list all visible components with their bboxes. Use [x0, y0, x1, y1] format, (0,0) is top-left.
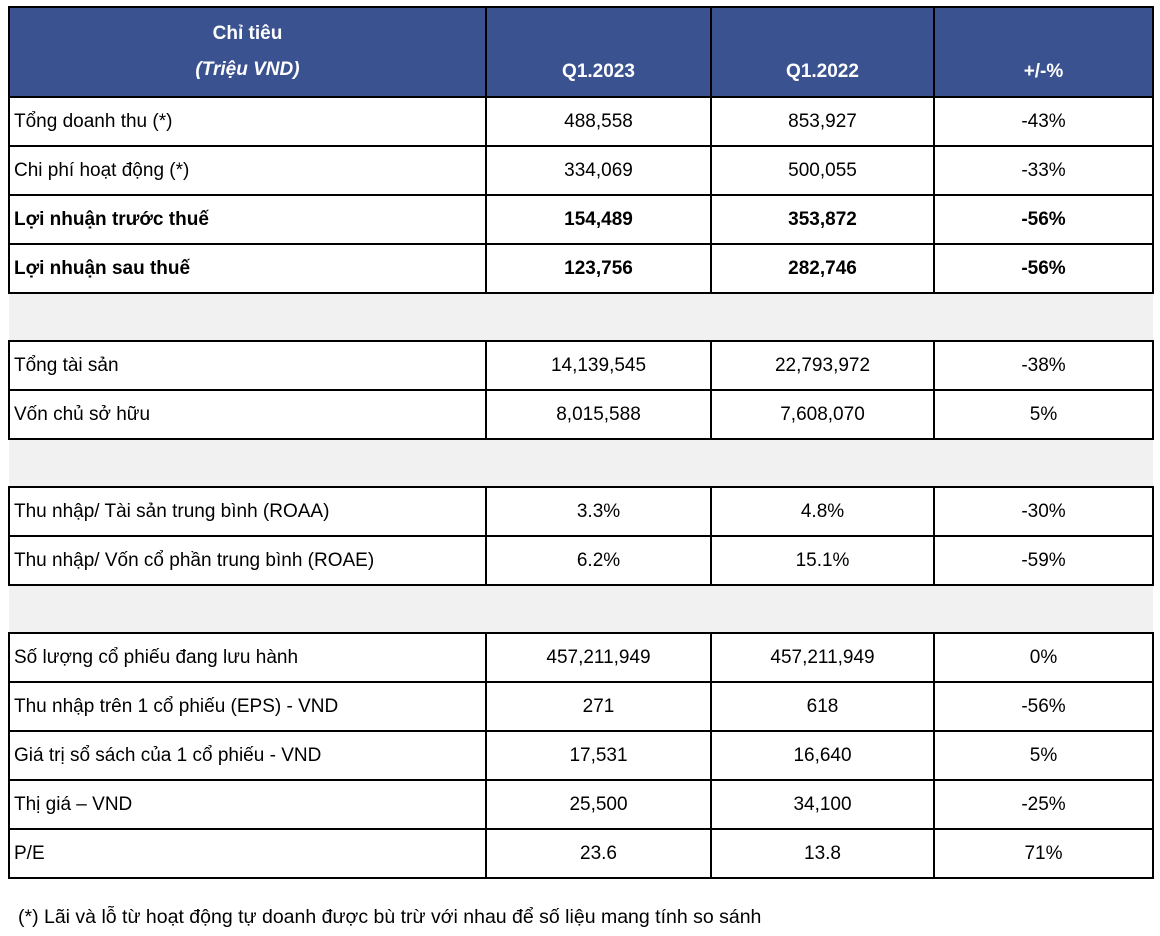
q1-2022-value: 457,211,949 [710, 632, 935, 683]
q1-2022-value: 853,927 [710, 96, 935, 147]
table-header: Chỉ tiêu (Triệu VND) Q1.2023 Q1.2022 +/-… [8, 6, 1154, 98]
q1-2022-value: 16,640 [710, 730, 935, 781]
row-label: Thu nhập/ Vốn cổ phần trung bình (ROAE) [8, 535, 487, 586]
header-unit: (Triệu VND) [195, 59, 300, 80]
q1-2022-value: 4.8% [710, 486, 935, 537]
row-label: P/E [8, 828, 487, 879]
change-value: 5% [933, 730, 1154, 781]
row-label: Giá trị sổ sách của 1 cổ phiếu - VND [8, 730, 487, 781]
separator-cell [9, 584, 1153, 634]
change-value: -59% [933, 535, 1154, 586]
q1-2022-value: 618 [710, 681, 935, 732]
table-row-pe: P/E 23.6 13.8 71% [8, 828, 1154, 879]
q1-2022-value: 282,746 [710, 243, 935, 294]
q1-2023-value: 271 [485, 681, 712, 732]
column-header-metric: Chỉ tiêu (Triệu VND) [8, 6, 487, 98]
separator-cell [9, 438, 1153, 488]
financial-summary-table: Chỉ tiêu (Triệu VND) Q1.2023 Q1.2022 +/-… [8, 6, 1154, 879]
table-row-shares-outstanding: Số lượng cổ phiếu đang lưu hành 457,211,… [8, 632, 1154, 683]
table-row-total-assets: Tổng tài sản 14,139,545 22,793,972 -38% [8, 340, 1154, 391]
change-value: 0% [933, 632, 1154, 683]
row-label: Chi phí hoạt động (*) [8, 145, 487, 196]
q1-2023-value: 17,531 [485, 730, 712, 781]
q1-2023-value: 6.2% [485, 535, 712, 586]
change-value: -38% [933, 340, 1154, 391]
row-label: Số lượng cổ phiếu đang lưu hành [8, 632, 487, 683]
q1-2023-value: 154,489 [485, 194, 712, 245]
q1-2022-value: 22,793,972 [710, 340, 935, 391]
change-value: -30% [933, 486, 1154, 537]
q1-2022-value: 7,608,070 [710, 389, 935, 440]
header-row: Chỉ tiêu (Triệu VND) Q1.2023 Q1.2022 +/-… [8, 6, 1154, 98]
separator-cell [9, 292, 1153, 342]
table-row-market-price: Thị giá – VND 25,500 34,100 -25% [8, 779, 1154, 830]
separator-row [9, 292, 1153, 342]
q1-2023-value: 3.3% [485, 486, 712, 537]
table-body: Tổng doanh thu (*) 488,558 853,927 -43% … [8, 96, 1154, 879]
row-label: Lợi nhuận trước thuế [8, 194, 487, 245]
q1-2023-value: 334,069 [485, 145, 712, 196]
q1-2022-value: 353,872 [710, 194, 935, 245]
table-row-eps: Thu nhập trên 1 cổ phiếu (EPS) - VND 271… [8, 681, 1154, 732]
table-row-total-revenue: Tổng doanh thu (*) 488,558 853,927 -43% [8, 96, 1154, 147]
q1-2022-value: 34,100 [710, 779, 935, 830]
q1-2023-value: 488,558 [485, 96, 712, 147]
row-label: Thu nhập trên 1 cổ phiếu (EPS) - VND [8, 681, 487, 732]
table-row-roaa: Thu nhập/ Tài sản trung bình (ROAA) 3.3%… [8, 486, 1154, 537]
q1-2023-value: 457,211,949 [485, 632, 712, 683]
change-value: -43% [933, 96, 1154, 147]
change-value: -33% [933, 145, 1154, 196]
header-title: Chỉ tiêu [212, 23, 283, 44]
separator-row [9, 438, 1153, 488]
q1-2023-value: 8,015,588 [485, 389, 712, 440]
row-label: Thị giá – VND [8, 779, 487, 830]
table-row-operating-expenses: Chi phí hoạt động (*) 334,069 500,055 -3… [8, 145, 1154, 196]
column-header-change: +/-% [933, 6, 1154, 98]
q1-2023-value: 123,756 [485, 243, 712, 294]
q1-2023-value: 25,500 [485, 779, 712, 830]
change-value: -56% [933, 194, 1154, 245]
change-value: -25% [933, 779, 1154, 830]
column-header-q1-2023: Q1.2023 [485, 6, 712, 98]
q1-2022-value: 500,055 [710, 145, 935, 196]
footnote: (*) Lãi và lỗ từ hoạt động tự doanh được… [18, 906, 762, 928]
change-value: -56% [933, 243, 1154, 294]
table-row-profit-after-tax: Lợi nhuận sau thuế 123,756 282,746 -56% [8, 243, 1154, 294]
q1-2023-value: 23.6 [485, 828, 712, 879]
change-value: 71% [933, 828, 1154, 879]
separator-row [9, 584, 1153, 634]
row-label: Vốn chủ sở hữu [8, 389, 487, 440]
row-label: Tổng tài sản [8, 340, 487, 391]
row-label: Tổng doanh thu (*) [8, 96, 487, 147]
table-row-roae: Thu nhập/ Vốn cổ phần trung bình (ROAE) … [8, 535, 1154, 586]
change-value: 5% [933, 389, 1154, 440]
table-row-profit-before-tax: Lợi nhuận trước thuế 154,489 353,872 -56… [8, 194, 1154, 245]
row-label: Lợi nhuận sau thuế [8, 243, 487, 294]
table-row-owners-equity: Vốn chủ sở hữu 8,015,588 7,608,070 5% [8, 389, 1154, 440]
q1-2022-value: 13.8 [710, 828, 935, 879]
row-label: Thu nhập/ Tài sản trung bình (ROAA) [8, 486, 487, 537]
change-value: -56% [933, 681, 1154, 732]
column-header-q1-2022: Q1.2022 [710, 6, 935, 98]
q1-2022-value: 15.1% [710, 535, 935, 586]
q1-2023-value: 14,139,545 [485, 340, 712, 391]
table-row-book-value: Giá trị sổ sách của 1 cổ phiếu - VND 17,… [8, 730, 1154, 781]
